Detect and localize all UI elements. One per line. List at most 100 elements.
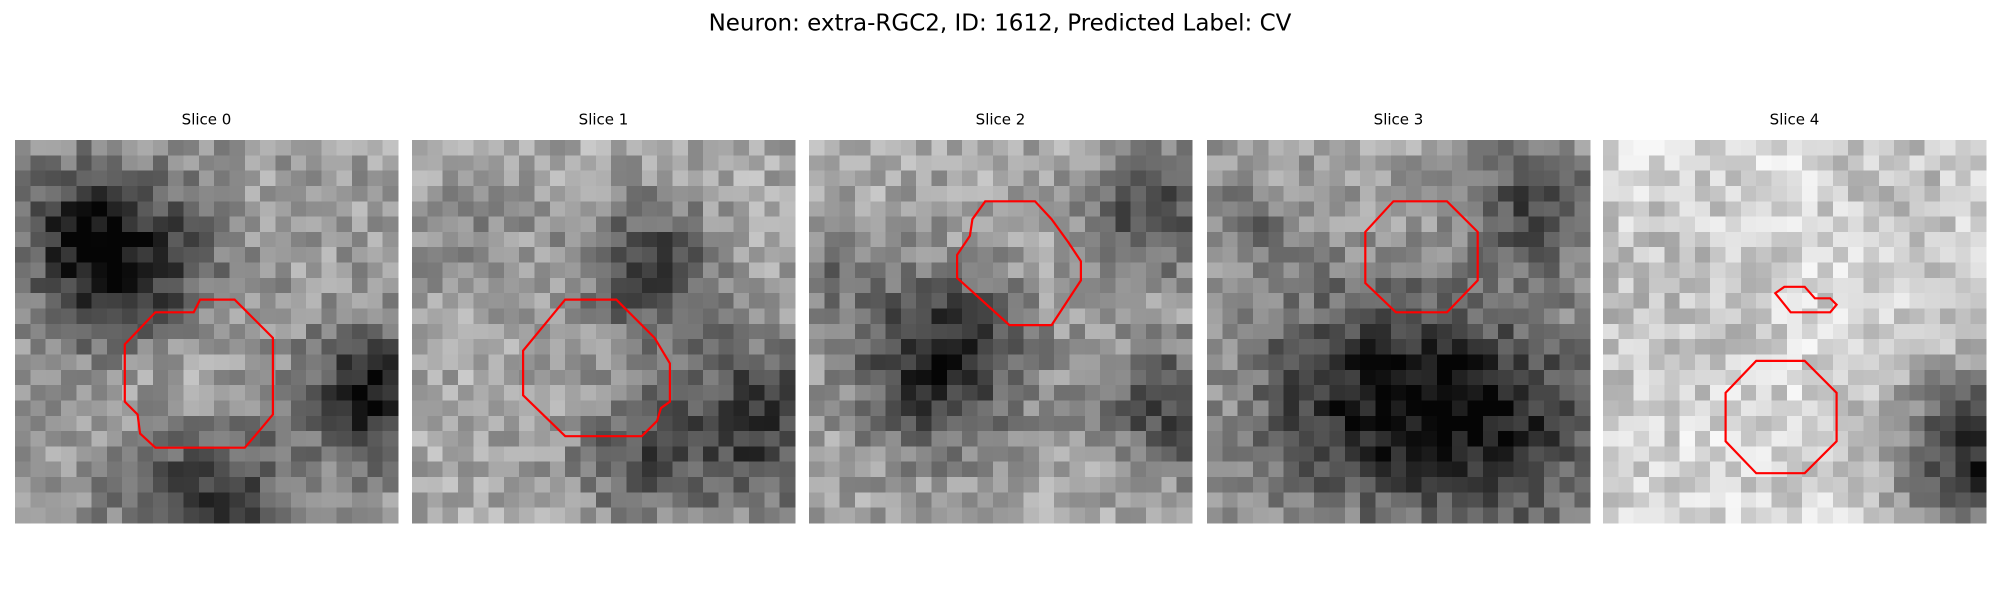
pixel xyxy=(1008,170,1024,187)
pixel xyxy=(1909,262,1926,279)
pixel xyxy=(1740,231,1757,248)
pixel xyxy=(336,293,353,309)
pixel xyxy=(900,507,917,524)
pixel xyxy=(1283,170,1300,187)
pixel xyxy=(1130,216,1147,233)
pixel xyxy=(1756,277,1772,294)
pixel xyxy=(809,201,825,217)
pixel xyxy=(1878,354,1895,371)
pixel xyxy=(122,446,138,463)
pixel xyxy=(1283,323,1300,340)
pixel xyxy=(1817,339,1834,355)
pixel xyxy=(1940,477,1956,493)
pixel xyxy=(15,247,31,263)
pixel xyxy=(916,446,932,463)
pixel xyxy=(106,354,123,371)
pixel xyxy=(1771,339,1788,355)
pixel xyxy=(1694,492,1711,508)
pixel xyxy=(1603,461,1619,478)
pixel xyxy=(214,277,230,294)
pixel xyxy=(1222,231,1238,248)
pixel xyxy=(1513,216,1530,233)
pixel xyxy=(992,431,1009,447)
pixel xyxy=(473,185,489,202)
pixel xyxy=(1664,415,1680,432)
pixel xyxy=(1268,339,1284,355)
pixel xyxy=(1894,446,1910,463)
pixel xyxy=(137,231,154,248)
pixel xyxy=(1452,400,1468,417)
pixel xyxy=(1832,262,1849,279)
pixel xyxy=(1725,431,1742,447)
pixel xyxy=(1955,140,1971,156)
pixel xyxy=(870,477,886,493)
pixel xyxy=(1237,492,1254,508)
pixel xyxy=(657,140,673,156)
pixel xyxy=(595,170,612,187)
pixel xyxy=(1817,170,1834,187)
pixel xyxy=(703,431,719,447)
pixel xyxy=(260,415,276,432)
pixel xyxy=(1664,277,1680,294)
pixel xyxy=(473,385,489,401)
pixel xyxy=(1023,247,1040,263)
pixel xyxy=(1100,323,1116,340)
pixel xyxy=(718,492,735,508)
pixel xyxy=(1894,339,1910,355)
pixel xyxy=(183,170,200,187)
pixel xyxy=(260,155,276,171)
pixel xyxy=(1740,415,1757,432)
pixel xyxy=(611,507,627,524)
pixel xyxy=(1513,400,1530,417)
pixel xyxy=(764,385,780,401)
pixel xyxy=(1498,140,1514,156)
pixel xyxy=(321,431,338,447)
pixel xyxy=(1298,354,1315,371)
pixel xyxy=(900,461,917,478)
pixel xyxy=(1648,323,1665,340)
pixel xyxy=(503,339,520,355)
pixel xyxy=(1633,308,1650,325)
pixel xyxy=(198,262,215,279)
pixel xyxy=(1115,492,1132,508)
pixel xyxy=(885,354,902,371)
pixel xyxy=(1314,140,1330,156)
pixel xyxy=(1955,507,1971,524)
pixel xyxy=(1146,385,1162,401)
pixel xyxy=(1375,431,1392,447)
pixel xyxy=(1725,155,1742,171)
pixel xyxy=(412,323,428,340)
pixel xyxy=(749,415,765,432)
pixel xyxy=(15,354,31,371)
pixel xyxy=(534,323,551,340)
pixel xyxy=(1832,155,1849,171)
pixel xyxy=(1344,492,1361,508)
pixel xyxy=(962,140,978,156)
pixel xyxy=(534,155,551,171)
pixel xyxy=(946,415,963,432)
pixel xyxy=(1694,185,1711,202)
pixel xyxy=(1771,477,1788,493)
pixel xyxy=(1406,385,1422,401)
pixel xyxy=(321,293,338,309)
pixel xyxy=(1664,461,1680,478)
pixel xyxy=(1344,140,1361,156)
pixel xyxy=(1222,308,1238,325)
pixel xyxy=(1375,369,1392,386)
pixel xyxy=(854,400,871,417)
pixel xyxy=(1176,185,1193,202)
pixel xyxy=(1252,354,1269,371)
pixel xyxy=(1222,415,1238,432)
pixel xyxy=(992,277,1009,294)
pixel xyxy=(91,323,108,340)
pixel xyxy=(1268,431,1284,447)
pixel xyxy=(1544,446,1560,463)
pixel xyxy=(1008,369,1024,386)
pixel xyxy=(1329,201,1346,217)
pixel xyxy=(152,216,169,233)
pixel xyxy=(1406,201,1422,217)
pixel xyxy=(1298,201,1315,217)
pixel xyxy=(1633,293,1650,309)
pixel xyxy=(306,170,322,187)
pixel xyxy=(260,185,276,202)
